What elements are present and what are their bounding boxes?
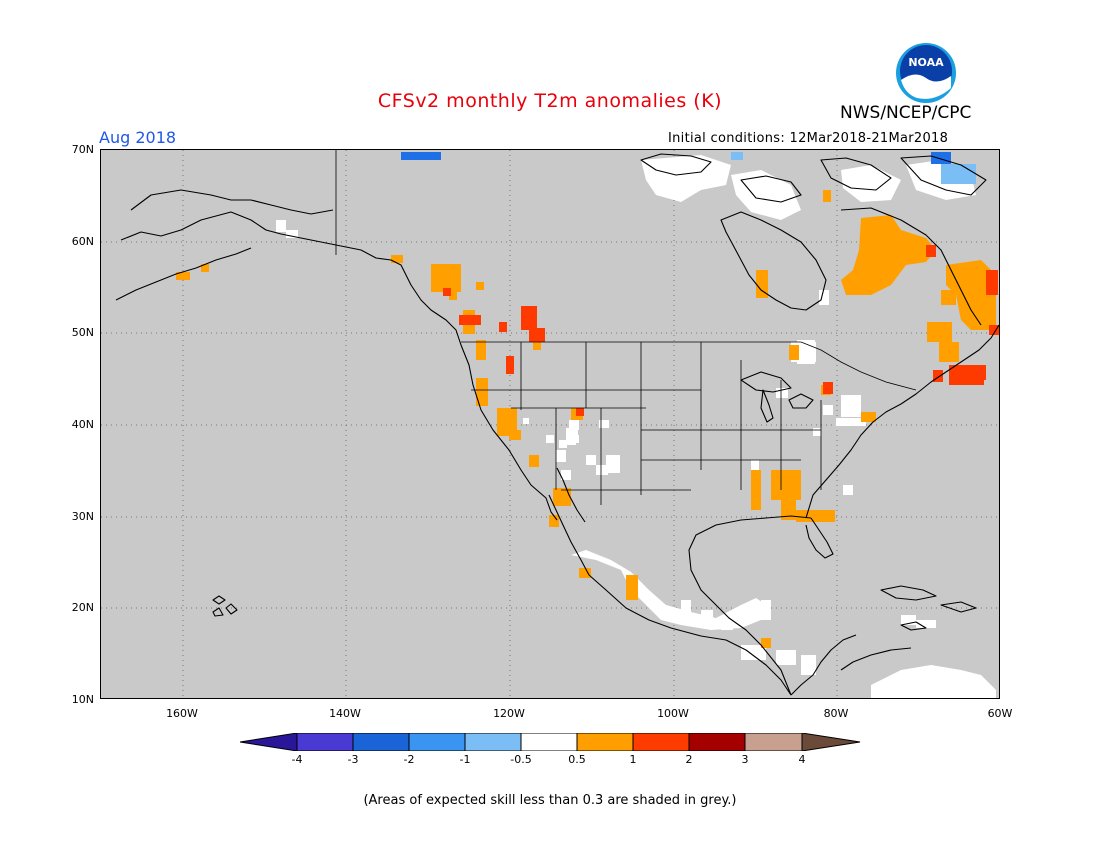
lat-label-60n: 60N	[71, 235, 94, 248]
colorbar-label: -2	[403, 753, 415, 766]
lat-label-70n: 70N	[71, 143, 94, 156]
colorbar-swatch-8	[689, 733, 745, 751]
lon-label-140w: 140W	[329, 707, 361, 720]
colorbar-swatch-1	[297, 733, 353, 751]
lat-label-10n: 10N	[71, 693, 94, 706]
colorbar-swatch-6	[577, 733, 633, 751]
colorbar-swatch-4	[465, 733, 521, 751]
lon-label-160w: 160W	[166, 707, 198, 720]
colorbar	[239, 732, 862, 752]
colorbar-arrow-right	[802, 733, 860, 751]
noaa-logo: NOAA	[895, 42, 957, 104]
colorbar-label: -3	[347, 753, 359, 766]
political-boundaries	[335, 150, 917, 505]
coastlines	[115, 153, 999, 696]
map-panel	[100, 149, 1000, 699]
initial-conditions: Initial conditions: 12Mar2018-21Mar2018	[668, 131, 949, 146]
colorbar-label: 4	[798, 753, 806, 766]
lon-label-80w: 80W	[823, 707, 849, 720]
colorbar-swatch-5	[521, 733, 577, 751]
colorbar-label: -4	[291, 753, 303, 766]
warm-anomaly-patches	[176, 190, 996, 648]
lon-label-60w: 60W	[987, 707, 1013, 720]
logo-text: NOAA	[908, 56, 944, 69]
lat-label-40n: 40N	[71, 418, 94, 431]
colorbar-label: -1	[459, 753, 471, 766]
colorbar-arrow-left	[240, 733, 297, 751]
colorbar-swatch-3	[409, 733, 465, 751]
map-canvas	[101, 150, 999, 698]
lat-label-30n: 30N	[71, 510, 94, 523]
colorbar-label: 0.5	[568, 753, 586, 766]
colorbar-swatch-9	[745, 733, 802, 751]
colorbar-label: -0.5	[510, 753, 532, 766]
skill-footnote: (Areas of expected skill less than 0.3 a…	[363, 793, 737, 808]
colorbar-label: 1	[629, 753, 637, 766]
valid-month: Aug 2018	[99, 128, 177, 147]
lon-label-100w: 100W	[657, 707, 689, 720]
lat-label-20n: 20N	[71, 601, 94, 614]
colorbar-swatch-2	[353, 733, 409, 751]
chart-title: CFSv2 monthly T2m anomalies (K)	[377, 90, 723, 112]
colorbar-label: 3	[741, 753, 749, 766]
lon-label-120w: 120W	[493, 707, 525, 720]
agency-label: NWS/NCEP/CPC	[840, 103, 972, 123]
colorbar-label: 2	[685, 753, 693, 766]
strong-warm-anomaly-patches	[443, 245, 999, 416]
lat-label-50n: 50N	[71, 326, 94, 339]
colorbar-swatch-7	[633, 733, 689, 751]
